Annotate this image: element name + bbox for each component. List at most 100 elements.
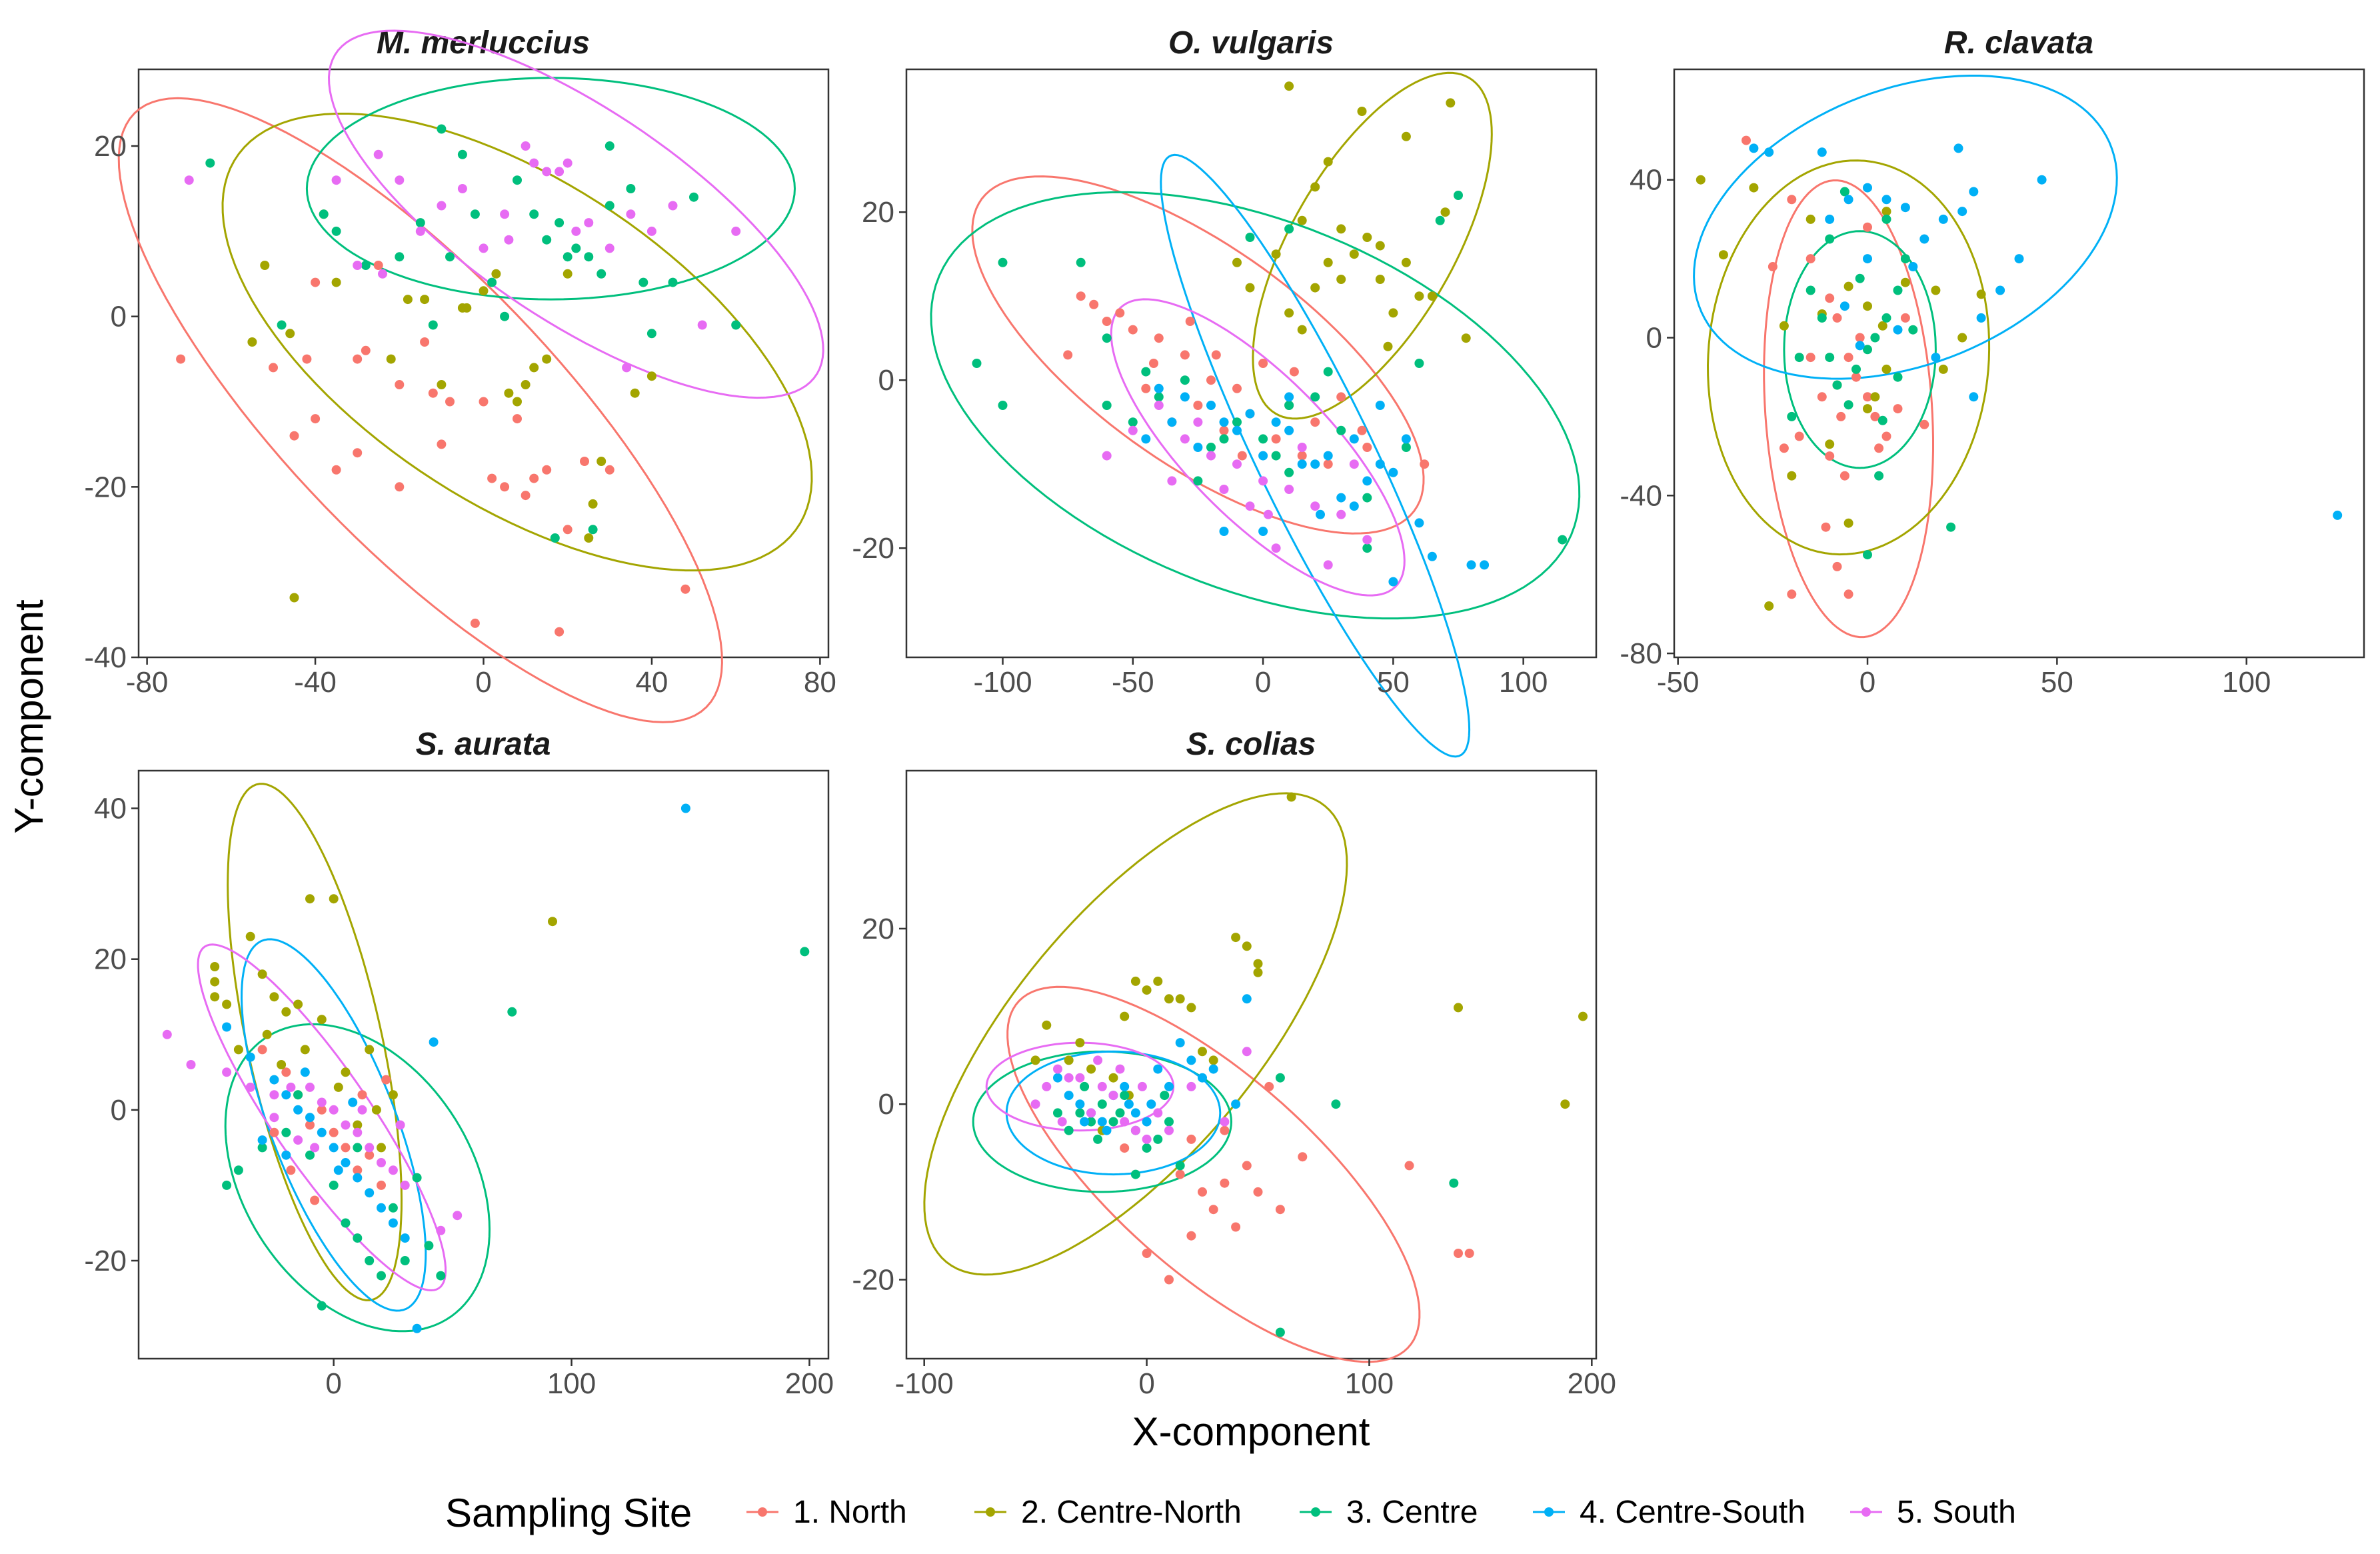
point [373,261,383,270]
point [1794,353,1804,363]
point [1466,560,1476,570]
point [269,1075,279,1085]
point [1193,417,1203,427]
point [353,1233,363,1243]
point [437,124,447,134]
point [1749,183,1759,193]
point [1362,443,1372,452]
point [1297,451,1307,461]
point [436,1225,446,1235]
point [1206,443,1216,452]
y-axis-title: Y-component [7,599,51,834]
point [1480,560,1490,570]
ellipse-4 [240,938,427,1312]
point [1401,131,1411,141]
point [353,261,363,270]
point [1057,1117,1067,1127]
point [353,1120,363,1130]
ellipse-3 [930,191,1581,620]
point [1258,476,1268,486]
point [377,1180,386,1190]
point [1427,291,1437,301]
point [1863,392,1872,402]
point [400,1256,410,1265]
point [1164,1081,1174,1091]
point [247,337,257,347]
point [1310,501,1320,511]
point [1284,81,1294,91]
point [1310,392,1320,402]
point [1383,341,1393,351]
point [1042,1081,1052,1091]
point [1843,353,1853,363]
point [1870,411,1880,421]
point [1076,291,1086,301]
point [1128,425,1138,435]
point [205,158,215,168]
point [331,277,341,287]
point [1825,451,1835,461]
point [1832,561,1842,571]
point [437,439,447,449]
point-layer [1696,135,2343,611]
panel-frame [1673,68,2365,659]
point [972,359,982,368]
point [1030,1099,1040,1109]
point [1064,1055,1074,1065]
point [1362,535,1372,545]
point [580,457,589,466]
x-tick-label: -40 [294,666,337,699]
legend-key-dot [758,1507,767,1517]
point [400,1233,410,1243]
point [626,184,636,193]
point [1893,404,1903,414]
point [1297,325,1307,335]
point [596,457,606,466]
panel-title: O. vulgaris [1168,25,1334,61]
ellipse-2 [1252,71,1493,420]
point [1839,187,1849,197]
point [1206,451,1216,461]
point [563,158,573,168]
y-tick-label: -20 [84,1245,127,1277]
point [1787,411,1797,421]
point [361,261,371,270]
point [1357,107,1367,116]
point [487,277,497,287]
point [1185,317,1195,326]
point [1863,550,1872,560]
point [1080,1117,1090,1127]
point [1153,1064,1163,1074]
legend: Sampling Site 1. North 2. Centre-North 3… [445,1491,2016,1535]
point [1805,214,1815,224]
point [377,1271,386,1281]
point [1881,207,1891,217]
point [1180,392,1190,402]
point [1180,434,1190,444]
point [378,269,387,279]
legend-entry-north: 1. North [746,1495,907,1530]
point [1931,285,1941,295]
point [257,1143,267,1153]
point [1821,522,1831,532]
x-tick-label: -50 [1657,666,1700,699]
point [1232,417,1242,427]
point [1141,367,1151,377]
point [1206,375,1216,385]
point [1310,283,1320,293]
point [1825,234,1835,244]
x-axis: 0 100 200 [325,1359,834,1400]
point [1919,419,1929,429]
point [1323,459,1333,469]
point [1080,1081,1090,1091]
legend-label: 4. Centre-South [1580,1495,1805,1530]
point [353,1127,363,1137]
point [305,1120,315,1130]
x-axis: -100 0 100 200 [895,1359,1616,1400]
point [1357,425,1367,435]
point [329,1105,339,1115]
point [1042,1020,1052,1030]
point [1900,313,1910,323]
point [260,261,270,270]
point [1331,1099,1341,1109]
